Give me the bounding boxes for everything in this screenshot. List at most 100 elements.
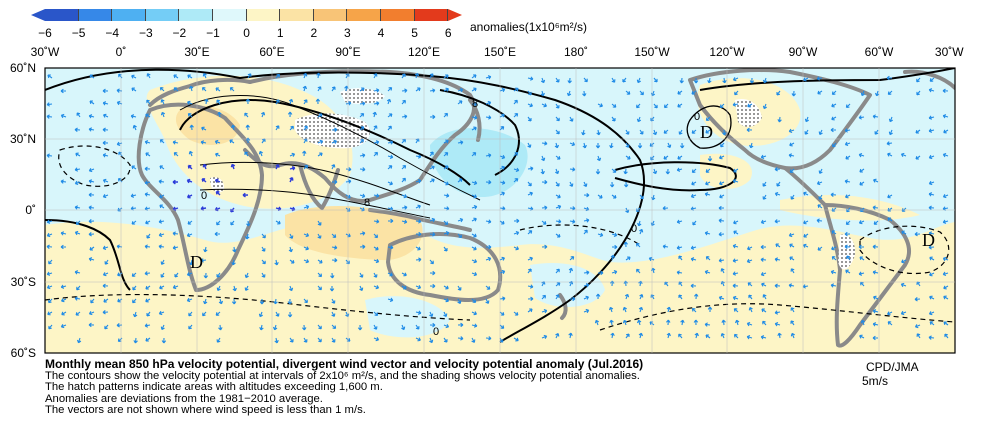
wind-vector-arrow (457, 217, 464, 223)
wind-vector-arrow (331, 311, 336, 317)
wind-vector-arrow (541, 205, 548, 210)
wind-vector-arrow (663, 103, 669, 109)
wind-vector-arrow (611, 244, 618, 250)
wind-vector-arrow (760, 257, 767, 262)
contour-label: 8 (364, 197, 370, 209)
lon-label: 30˚W (934, 45, 964, 59)
colorbar-right-arrow (448, 9, 463, 21)
wind-vector-arrow (705, 334, 711, 339)
wind-vector-arrow (160, 259, 165, 265)
wind-vector-arrow (942, 114, 949, 119)
wind-vector-arrow (443, 112, 449, 118)
wind-vector-arrow (527, 142, 532, 148)
wind-vector-arrow (372, 111, 377, 118)
wind-vector-arrow (569, 296, 576, 302)
wind-vector-arrow (597, 103, 603, 108)
wind-vector-arrow (636, 103, 641, 109)
colorbar-segment (347, 9, 381, 21)
wind-vector-arrow (485, 256, 492, 262)
wind-vector-arrow (513, 167, 520, 173)
wind-vector-arrow (804, 129, 809, 135)
wind-vector-arrow (693, 293, 699, 300)
wind-vector-arrow (429, 311, 434, 317)
wind-vector-arrow (88, 168, 95, 173)
wind-vector-arrow (943, 321, 949, 326)
wind-vector-arrow (831, 207, 837, 212)
wind-vector-arrow (186, 297, 193, 303)
colorbar-segment (112, 9, 146, 21)
wind-vector-arrow (719, 181, 725, 186)
wind-vector-arrow (888, 116, 893, 123)
wind-vector-arrow (639, 194, 644, 200)
wind-vector-arrow (693, 77, 699, 84)
wind-vector-arrow (229, 139, 235, 144)
wind-vector-arrow (214, 139, 221, 145)
wind-vector-arrow (555, 204, 562, 210)
wind-vector-arrow (719, 155, 725, 160)
wind-vector-arrow (732, 283, 739, 289)
wind-vector-arrow (261, 111, 266, 118)
wind-vector-arrow (245, 233, 250, 240)
wind-vector-arrow (74, 205, 81, 210)
wind-vector-arrow (373, 140, 380, 145)
wind-vector-arrow (831, 256, 837, 261)
wind-vector-arrow (566, 90, 572, 97)
wind-vector-arrow (679, 142, 685, 149)
wind-vector-arrow (830, 192, 837, 198)
wind-vector-arrow (387, 245, 394, 250)
wind-vector-arrow (929, 256, 935, 261)
wind-vector-arrow (914, 324, 921, 329)
wind-vector-arrow (748, 294, 753, 300)
coastline-maritime-continent (368, 208, 472, 232)
colorbar-tick-label: 3 (344, 26, 351, 40)
wind-vector-arrow (915, 155, 921, 160)
contour-east-long (699, 68, 955, 91)
wind-vector-arrow (718, 205, 725, 211)
wind-vector-arrow (145, 113, 151, 118)
wind-vector-arrow (569, 219, 576, 224)
wind-vector-arrow (666, 306, 672, 313)
wind-vector-arrow (625, 155, 631, 160)
wind-vector-arrow (610, 332, 615, 339)
wind-vector-arrow (527, 191, 533, 196)
wind-vector-arrow (527, 103, 533, 108)
wind-vector-arrow (172, 245, 179, 250)
wind-vector-arrow (90, 298, 95, 304)
wind-vector-arrow (132, 311, 138, 318)
wind-vector-arrow (303, 246, 309, 251)
wind-vector-arrow (596, 155, 602, 162)
wind-vector-arrow (677, 155, 683, 160)
wind-vector-arrow (499, 113, 505, 118)
wind-vector-arrow (776, 90, 781, 96)
wind-vector-arrow (928, 231, 935, 236)
wind-vector-arrow (188, 150, 193, 157)
colorbar-segment (145, 9, 180, 21)
wind-vector-arrow (46, 271, 53, 276)
wind-vector-arrow (637, 220, 642, 227)
wind-vector-arrow (102, 245, 109, 251)
wind-vector-arrow (216, 337, 221, 343)
wind-vector-arrow (830, 269, 837, 275)
wind-vector-arrow (929, 321, 935, 326)
wind-vector-arrow (202, 73, 207, 79)
wind-vector-arrow (760, 335, 767, 340)
wind-vector-arrow (720, 268, 725, 274)
wind-vector-arrow (275, 220, 281, 225)
wind-vector-arrow (387, 272, 393, 277)
caption-line: Anomalies are deviations from the 1981−2… (45, 392, 323, 405)
wind-vector-arrow (803, 191, 809, 196)
wind-vector-arrow (301, 324, 307, 331)
wind-vector-arrow (774, 219, 781, 224)
wind-vector-arrow (46, 232, 53, 238)
contour-eight (179, 99, 471, 186)
wind-vector-arrow (145, 337, 151, 342)
wind-vector-arrow (443, 298, 449, 303)
wind-vector-arrow (690, 245, 697, 250)
coastline-australia (386, 232, 503, 302)
wind-vector-arrow (173, 74, 179, 79)
colorbar-tick-label: 2 (310, 26, 318, 40)
wind-vector-arrow (611, 77, 616, 83)
wind-vector-arrow (513, 246, 519, 251)
colorbar-segment (246, 9, 281, 21)
wind-vector-arrow (541, 155, 546, 162)
